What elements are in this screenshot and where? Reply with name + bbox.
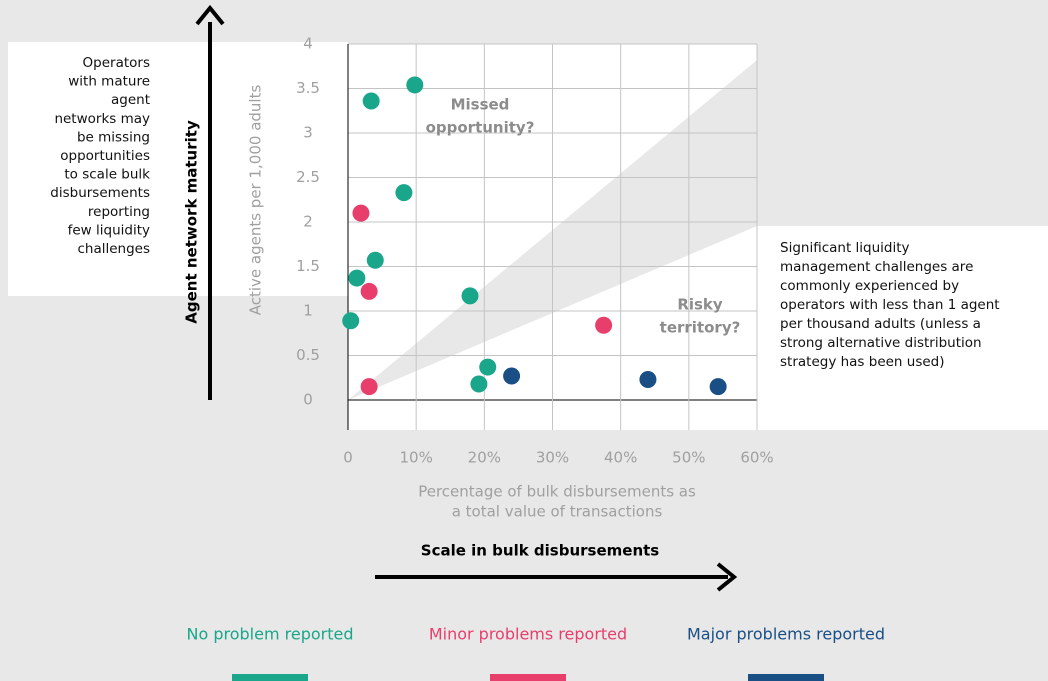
annotation: Operators xyxy=(83,55,150,71)
annotation: opportunity? xyxy=(426,119,535,137)
x-tick-label: 30% xyxy=(536,449,569,467)
annotation: opportunities xyxy=(60,148,150,164)
annotation: few liquidity xyxy=(68,222,150,238)
x-tick-label: 60% xyxy=(740,449,773,467)
x-tick-label: 0 xyxy=(343,449,353,467)
point xyxy=(406,76,424,94)
annotation: territory? xyxy=(660,319,741,337)
y-tick-label: 0 xyxy=(303,391,313,409)
y-tick-label: 0.5 xyxy=(296,346,320,364)
annotation: disbursements xyxy=(50,185,150,201)
left-note-box xyxy=(8,42,348,296)
point xyxy=(360,378,378,396)
annotation: Missed xyxy=(451,96,510,114)
annotation: Significant liquidity xyxy=(780,240,910,256)
annotation: be missing xyxy=(77,129,150,145)
point xyxy=(709,378,727,396)
point xyxy=(348,269,366,287)
legend-swatch xyxy=(490,674,566,681)
legend-label: No problem reported xyxy=(187,625,354,644)
legend-swatch xyxy=(232,674,308,681)
point xyxy=(366,251,384,269)
legend-swatch xyxy=(748,674,824,681)
annotation: with mature xyxy=(68,74,150,90)
annotation: agent xyxy=(111,92,150,108)
annotation: operators with less than 1 agent xyxy=(780,297,1000,313)
annotation: strategy has been used) xyxy=(780,354,945,370)
annotation: commonly experienced by xyxy=(780,278,959,294)
point xyxy=(342,312,360,330)
point xyxy=(360,282,378,300)
y-tick-label: 3.5 xyxy=(296,79,320,97)
point xyxy=(503,367,521,385)
point xyxy=(479,358,497,376)
legend-label: Major problems reported xyxy=(687,625,885,644)
annotation: management challenges are xyxy=(780,259,973,275)
point xyxy=(362,92,380,110)
x-tick-label: 40% xyxy=(604,449,637,467)
y-tick-label: 4 xyxy=(303,35,313,53)
point xyxy=(595,316,613,334)
annotation: challenges xyxy=(77,241,150,257)
y-tick-label: 2 xyxy=(303,213,313,231)
y-tick-label: 1.5 xyxy=(296,257,320,275)
y-arrow-head xyxy=(195,4,225,26)
x-arrow-head xyxy=(716,562,738,592)
annotation: Risky xyxy=(677,296,723,314)
y-tick-label: 1 xyxy=(303,302,313,320)
x-tick-label: 10% xyxy=(399,449,432,467)
right-note-box xyxy=(757,226,1048,430)
y-axis-label: Active agents per 1,000 adults xyxy=(247,85,265,316)
x-tick-label: 20% xyxy=(468,449,501,467)
annotation: per thousand adults (unless a xyxy=(780,316,981,332)
point xyxy=(470,375,488,393)
point xyxy=(461,287,479,305)
y-tick-label: 3 xyxy=(303,124,313,142)
x-axis-label: a total value of transactions xyxy=(452,503,663,521)
x-axis-label: Percentage of bulk disbursements as xyxy=(418,483,696,501)
y-tick-label: 2.5 xyxy=(296,168,320,186)
point xyxy=(352,204,370,222)
annotation: strong alternative distribution xyxy=(780,335,982,351)
x-tick-label: 50% xyxy=(672,449,705,467)
point xyxy=(395,184,413,202)
annotation: to scale bulk xyxy=(64,167,150,183)
y-arrow-label: Agent network maturity xyxy=(183,120,201,324)
annotation: reporting xyxy=(88,204,150,220)
annotation: networks may xyxy=(54,111,150,127)
x-arrow-label: Scale in bulk disbursements xyxy=(421,542,660,560)
legend-label: Minor problems reported xyxy=(429,625,627,644)
point xyxy=(639,371,657,389)
